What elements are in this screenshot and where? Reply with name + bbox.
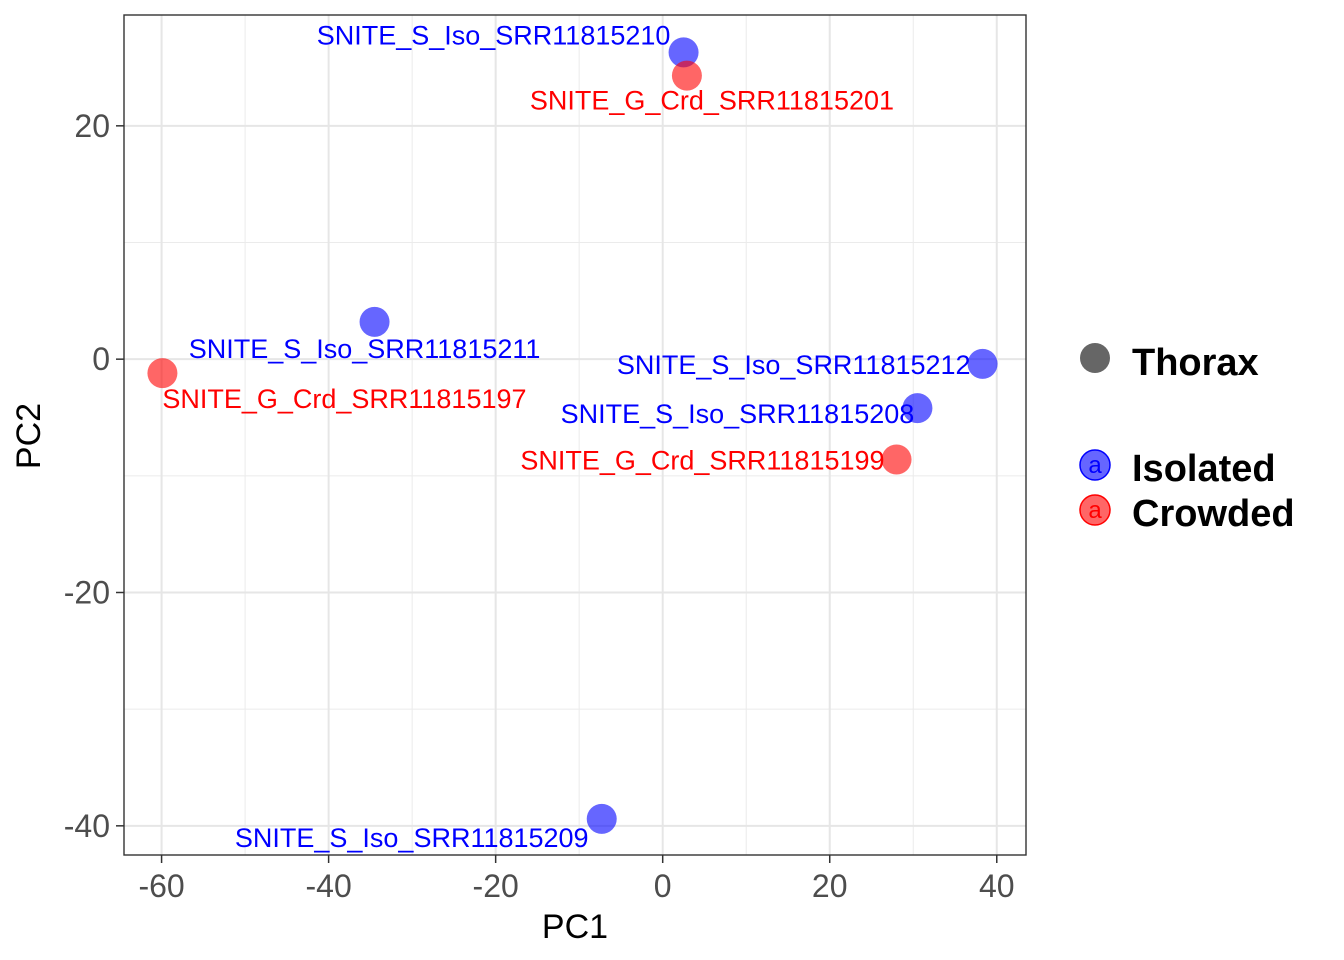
legend-crowded-key [1079, 494, 1111, 526]
y-tick-label: 20 [74, 108, 110, 144]
data-point [668, 37, 699, 68]
x-tick-label: 20 [812, 868, 848, 904]
grid-minor [124, 15, 1026, 855]
y-tick-label: -20 [64, 575, 110, 611]
point-label: SNITE_G_Crd_SRR11815197 [162, 384, 526, 414]
legend-crowded-glyph: a [1088, 497, 1102, 524]
data-point [902, 393, 933, 424]
x-axis-ticks: -60 -40 -20 0 20 40 [138, 855, 1015, 904]
y-tick-label: 0 [92, 341, 110, 377]
legend-isolated-key [1079, 449, 1111, 481]
point-label: SNITE_S_Iso_SRR11815210 [317, 20, 671, 50]
plot-background [124, 15, 1026, 855]
data-point [359, 306, 390, 337]
y-axis-ticks: -40 -20 0 20 [64, 108, 124, 844]
point-label: SNITE_S_Iso_SRR11815208 [561, 399, 915, 429]
x-tick-label: 0 [654, 868, 672, 904]
point-label: SNITE_S_Iso_SRR11815209 [235, 823, 589, 853]
y-axis-title: PC2 [10, 403, 48, 469]
y-tick-label: -40 [64, 808, 110, 844]
point-label: SNITE_S_Iso_SRR11815211 [189, 334, 541, 364]
data-point [671, 60, 702, 91]
x-tick-label: -20 [473, 868, 519, 904]
legend-isolated-label: Isolated [1132, 448, 1276, 490]
point-label: SNITE_G_Crd_SRR11815201 [530, 86, 894, 116]
legend-crowded-label: Crowded [1132, 493, 1295, 535]
data-point [586, 803, 617, 834]
point-labels: SNITE_S_Iso_SRR11815210 SNITE_G_Crd_SRR11… [162, 20, 971, 853]
point-label: SNITE_G_Crd_SRR11815199 [520, 446, 884, 476]
legend-thorax-label: Thorax [1132, 342, 1259, 384]
data-point [967, 348, 998, 379]
legend: Thorax a Isolated a Crowded [1079, 342, 1295, 535]
data-point [881, 444, 912, 475]
legend-thorax-key [1080, 343, 1110, 373]
point-label: SNITE_S_Iso_SRR11815212 [617, 350, 971, 380]
x-tick-label: 40 [979, 868, 1015, 904]
legend-isolated-glyph: a [1088, 452, 1102, 479]
grid-major [124, 15, 1026, 855]
x-tick-label: -60 [138, 868, 184, 904]
x-axis-title: PC1 [542, 908, 608, 946]
x-tick-label: -40 [305, 868, 351, 904]
data-point [147, 358, 178, 389]
plot-panel-border [123, 14, 1027, 856]
data-points [147, 37, 998, 834]
